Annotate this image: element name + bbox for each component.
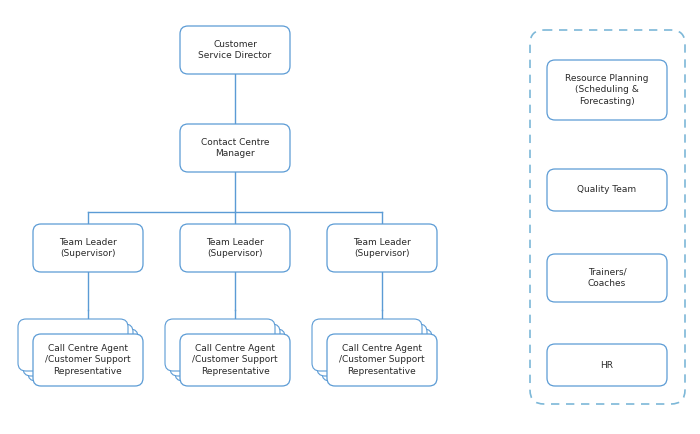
- FancyBboxPatch shape: [547, 344, 667, 386]
- FancyBboxPatch shape: [23, 324, 133, 376]
- FancyBboxPatch shape: [33, 334, 143, 386]
- FancyBboxPatch shape: [327, 334, 437, 386]
- FancyBboxPatch shape: [180, 26, 290, 74]
- FancyBboxPatch shape: [547, 254, 667, 302]
- FancyBboxPatch shape: [547, 169, 667, 211]
- Text: Customer
Service Director: Customer Service Director: [198, 40, 272, 60]
- FancyBboxPatch shape: [170, 324, 280, 376]
- FancyBboxPatch shape: [530, 30, 685, 404]
- Text: Team Leader
(Supervisor): Team Leader (Supervisor): [353, 238, 411, 258]
- FancyBboxPatch shape: [180, 334, 290, 386]
- Text: Call Centre Agent
/Customer Support
Representative: Call Centre Agent /Customer Support Repr…: [193, 345, 278, 375]
- Text: Team Leader
(Supervisor): Team Leader (Supervisor): [206, 238, 264, 258]
- Text: Team Leader
(Supervisor): Team Leader (Supervisor): [59, 238, 117, 258]
- FancyBboxPatch shape: [547, 60, 667, 120]
- Text: Call Centre Agent
/Customer Support
Representative: Call Centre Agent /Customer Support Repr…: [340, 345, 425, 375]
- FancyBboxPatch shape: [327, 224, 437, 272]
- FancyBboxPatch shape: [18, 319, 128, 371]
- Text: Resource Planning
(Scheduling &
Forecasting): Resource Planning (Scheduling & Forecast…: [566, 74, 649, 105]
- Text: HR: HR: [601, 361, 613, 369]
- Text: Trainers/
Coaches: Trainers/ Coaches: [588, 268, 626, 288]
- Text: Quality Team: Quality Team: [578, 185, 636, 194]
- FancyBboxPatch shape: [322, 329, 432, 381]
- FancyBboxPatch shape: [180, 124, 290, 172]
- FancyBboxPatch shape: [175, 329, 285, 381]
- FancyBboxPatch shape: [312, 319, 422, 371]
- Text: Contact Centre
Manager: Contact Centre Manager: [201, 138, 270, 158]
- FancyBboxPatch shape: [317, 324, 427, 376]
- FancyBboxPatch shape: [180, 224, 290, 272]
- FancyBboxPatch shape: [165, 319, 275, 371]
- FancyBboxPatch shape: [33, 224, 143, 272]
- Text: Call Centre Agent
/Customer Support
Representative: Call Centre Agent /Customer Support Repr…: [46, 345, 131, 375]
- FancyBboxPatch shape: [28, 329, 138, 381]
